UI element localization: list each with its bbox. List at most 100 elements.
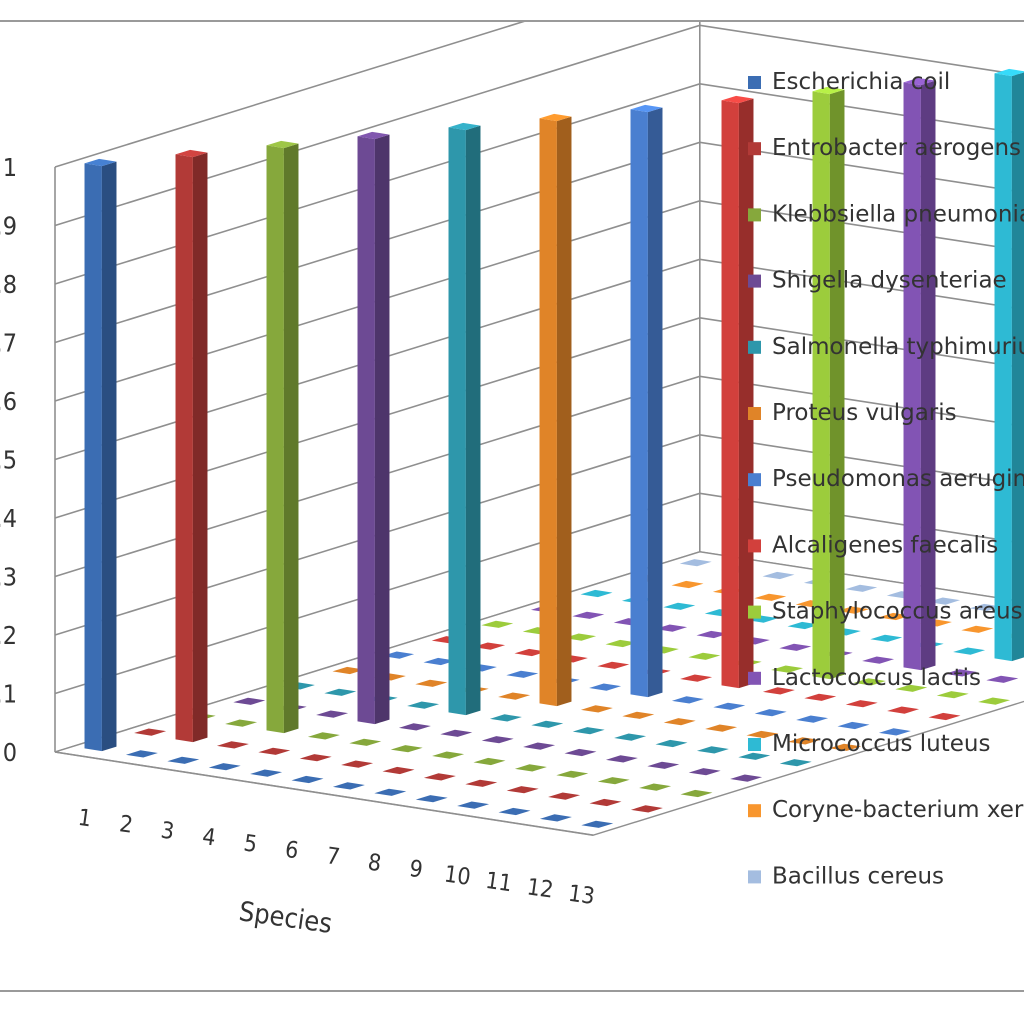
bar [382, 766, 415, 775]
bar [572, 727, 605, 735]
bar [382, 651, 415, 659]
legend-item: Salmonella typhimurium [748, 334, 1024, 360]
x-tick-label: 3 [159, 818, 176, 846]
bar [332, 782, 365, 790]
bar [978, 697, 1011, 705]
bar [556, 770, 589, 778]
bar [407, 701, 440, 709]
bar [936, 691, 969, 699]
bar [225, 719, 258, 727]
bar [870, 634, 903, 642]
x-axis-ticks: 1 2 3 4 5 6 7 8 9 10 11 12 13 [76, 805, 596, 910]
bar [812, 86, 845, 680]
bar [580, 705, 613, 713]
legend-item: Bacillus cereus [748, 863, 944, 889]
y-tick-label: .3 [0, 563, 17, 592]
bar [622, 711, 655, 719]
bar [597, 661, 630, 669]
legend-label: Alcaligenes faecalis [772, 532, 998, 558]
bar [663, 718, 696, 726]
legend-label: Proteus vulgaris [772, 400, 957, 426]
legend-swatch [748, 870, 761, 884]
bar [671, 696, 704, 704]
bar [721, 95, 754, 689]
bar [398, 723, 431, 731]
bar [787, 621, 820, 630]
bar [845, 584, 878, 592]
x-axis-label: Species [237, 896, 334, 940]
legend-label: Entrobacter aerogens [772, 135, 1021, 161]
legend-swatch [748, 76, 761, 89]
bar [663, 602, 696, 610]
bar [696, 630, 729, 639]
gridline [54, 22, 525, 168]
legend-swatch [748, 804, 761, 818]
bar [514, 648, 547, 657]
bar [688, 652, 721, 660]
bar [754, 709, 787, 717]
bar [738, 752, 771, 760]
y-axis-ticks: 0 .1 .2 .3 .4 .5 .6 .7 .8 .9 1 [0, 153, 17, 767]
bar [390, 745, 423, 753]
y-tick-label: .4 [0, 504, 17, 533]
legend-item: Shigella dysenteriae [748, 268, 1007, 294]
legend-item: Lactococcus lactis [748, 665, 981, 691]
bar [332, 666, 365, 675]
bar [630, 805, 663, 813]
bar [216, 741, 249, 749]
bar [895, 684, 928, 692]
bar [878, 728, 911, 736]
legend-swatch [748, 142, 761, 156]
bar [953, 647, 986, 655]
bar [208, 763, 241, 771]
legend-item: Klebbsiella pneumonia [748, 201, 1024, 227]
bar [605, 639, 638, 648]
bar [688, 768, 721, 776]
bar [299, 754, 332, 762]
legend-swatch [748, 407, 761, 420]
bar [928, 712, 961, 721]
bar [630, 104, 663, 698]
bar [506, 670, 539, 678]
bar [597, 777, 630, 785]
bar [746, 615, 779, 623]
legend-item: Staphylococcus areus [748, 599, 1023, 625]
x-tick-label: 4 [201, 824, 218, 852]
bar [853, 678, 886, 686]
x-tick-label: 13 [567, 881, 597, 910]
y-tick-label: .8 [0, 270, 17, 299]
bar [341, 760, 374, 768]
bar [415, 795, 448, 803]
bar [705, 724, 738, 732]
bar [679, 559, 712, 567]
bar [307, 732, 340, 740]
bar [961, 625, 994, 633]
bar [548, 792, 581, 800]
x-tick-label: 1 [76, 805, 93, 833]
x-tick-label: 6 [283, 837, 300, 865]
legend-label: Escherichia coil [772, 69, 950, 95]
bar [572, 611, 605, 619]
bar [680, 674, 713, 682]
bar [415, 679, 448, 687]
bar [969, 603, 1002, 612]
bar [804, 693, 837, 701]
legend-label: Lactococcus lactis [772, 665, 981, 691]
legend-label: Micrococcus luteus [772, 731, 990, 757]
bar [944, 669, 977, 677]
bar [291, 775, 324, 784]
legend-item: Coryne-bacterium xerosis [748, 797, 1024, 823]
legend-label: Staphylococcus areus [772, 599, 1023, 625]
bar [539, 113, 572, 707]
bar [465, 779, 498, 787]
y-tick-label: .9 [0, 212, 17, 241]
bar [316, 710, 349, 718]
bar [581, 820, 614, 828]
x-tick-label: 12 [525, 874, 555, 903]
bar [514, 764, 547, 772]
legend-item: Alcaligenes faecalis [748, 532, 998, 558]
bar [837, 606, 870, 614]
bar [845, 700, 878, 708]
x-tick-label: 8 [366, 850, 383, 878]
bar [655, 739, 688, 748]
